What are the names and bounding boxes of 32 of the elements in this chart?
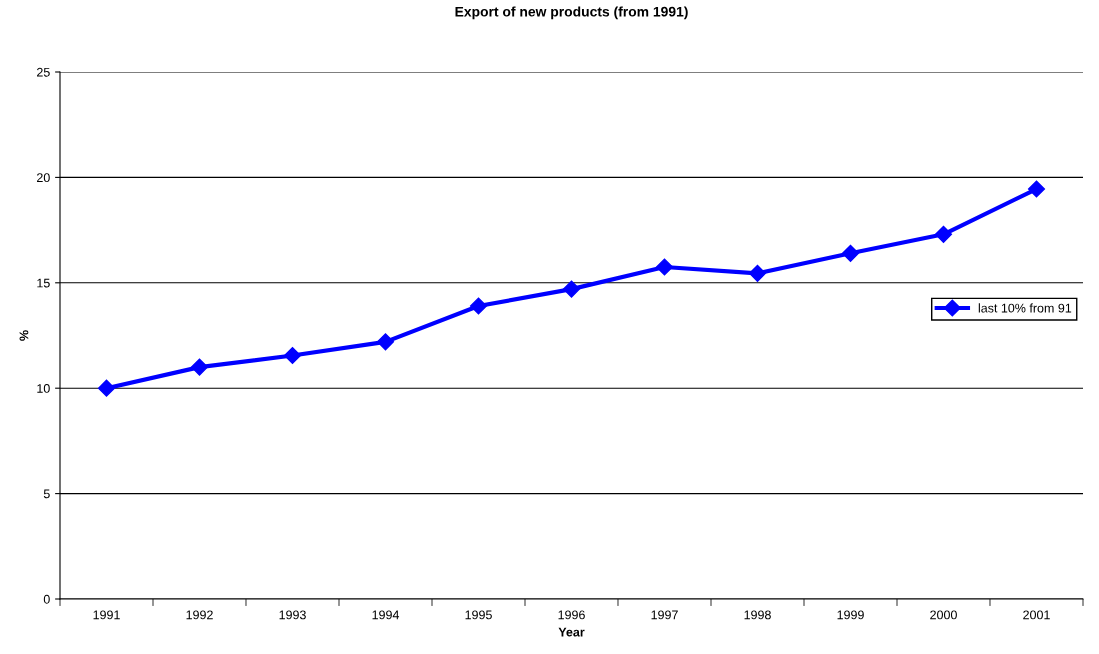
point [655,258,674,276]
point [469,297,488,315]
x-tick-label: 1993 [279,610,306,620]
point [934,225,953,243]
x-tick-label: 1998 [744,610,771,620]
x-tick-label: 1994 [372,610,400,620]
y-axis-title: % [19,330,29,341]
point [1027,180,1046,198]
point [283,346,302,365]
point [97,379,116,397]
x-axis-title: Year [558,627,585,637]
point [748,264,767,282]
y-tick-label: 15 [37,278,50,288]
point [562,280,581,298]
point [190,358,209,376]
x-tick-label: 2000 [930,610,957,620]
x-tick-label: 1997 [651,610,678,620]
x-tick-label: 1992 [186,610,213,620]
y-tick-label: 20 [37,173,50,183]
point [841,244,860,262]
y-tick-label: 10 [37,384,50,393]
x-tick-label: 1996 [558,610,585,620]
y-tick-label: 0 [43,594,50,604]
point [376,333,395,351]
x-tick-label: 1999 [837,610,864,620]
x-tick-label: 1995 [465,610,492,620]
legend-label: last 10% from 91 [978,303,1072,313]
chart-title: Export of new products (from 1991) [455,6,688,20]
y-tick-label: 25 [37,67,50,77]
x-tick-label: 2001 [1023,610,1050,620]
y-tick-label: 5 [43,489,50,499]
x-tick-label: 1991 [93,610,120,620]
